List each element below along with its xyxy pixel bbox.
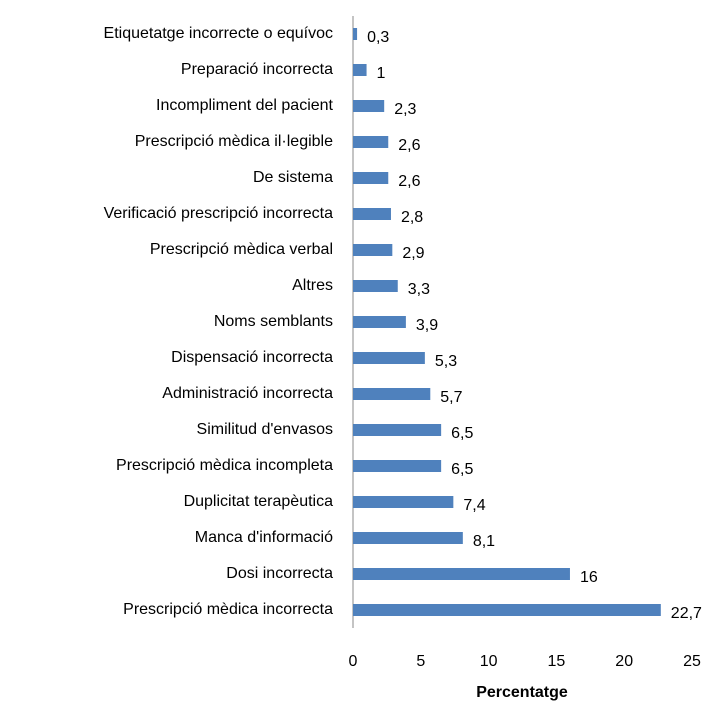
data-label: 3,9	[416, 317, 438, 334]
bar	[353, 496, 454, 508]
bar	[353, 532, 463, 544]
bar	[353, 316, 406, 328]
y-tick-label: Prescripció mèdica il·legible	[135, 133, 333, 150]
x-tick-label: 5	[416, 653, 425, 670]
y-tick-label: Etiquetatge incorrecte o equívoc	[104, 25, 333, 42]
y-tick-label: Noms semblants	[214, 313, 333, 330]
y-tick-label: Preparació incorrecta	[181, 61, 333, 78]
data-label: 16	[580, 569, 598, 586]
bar	[353, 64, 367, 76]
y-tick-label: Dispensació incorrecta	[171, 349, 333, 366]
y-tick-label: Administració incorrecta	[162, 385, 333, 402]
y-tick-label: Verificació prescripció incorrecta	[104, 205, 334, 222]
x-axis-label: Percentatge	[476, 684, 568, 701]
data-label: 6,5	[451, 461, 473, 478]
bar	[353, 604, 661, 616]
bar	[353, 424, 442, 436]
x-tick-label: 15	[548, 653, 566, 670]
data-label: 5,7	[440, 389, 462, 406]
x-tick-label: 20	[615, 653, 633, 670]
data-label: 22,7	[671, 605, 702, 622]
data-label: 2,8	[401, 209, 423, 226]
y-tick-label: Similitud d'envasos	[197, 421, 333, 438]
data-label: 6,5	[451, 425, 473, 442]
bar	[353, 244, 393, 256]
data-label: 1	[377, 65, 386, 82]
y-tick-label: De sistema	[253, 169, 333, 186]
bar	[353, 208, 391, 220]
y-tick-label: Manca d'informació	[195, 529, 333, 546]
bar	[353, 28, 358, 40]
bar	[353, 172, 389, 184]
x-tick-label: 10	[480, 653, 498, 670]
data-label: 8,1	[473, 533, 495, 550]
y-tick-label: Duplicitat terapèutica	[184, 493, 334, 510]
bar	[353, 280, 398, 292]
bar	[353, 388, 431, 400]
y-tick-label: Incompliment del pacient	[156, 97, 334, 114]
bar	[353, 100, 385, 112]
y-tick-label: Prescripció mèdica incorrecta	[123, 601, 333, 618]
bar	[353, 460, 442, 472]
data-label: 2,3	[394, 101, 416, 118]
y-tick-label: Prescripció mèdica verbal	[150, 241, 333, 258]
y-tick-label: Dosi incorrecta	[226, 565, 333, 582]
x-tick-label: 0	[349, 653, 358, 670]
y-tick-label: Altres	[292, 277, 333, 294]
data-label: 0,3	[367, 29, 389, 46]
x-tick-label: 25	[683, 653, 701, 670]
y-tick-label: Prescripció mèdica incompleta	[116, 457, 333, 474]
data-label: 7,4	[463, 497, 485, 514]
data-label: 2,6	[398, 137, 420, 154]
bar	[353, 568, 570, 580]
bar	[353, 136, 389, 148]
data-label: 3,3	[408, 281, 430, 298]
data-label: 2,9	[402, 245, 424, 262]
data-label: 5,3	[435, 353, 457, 370]
data-label: 2,6	[398, 173, 420, 190]
bar	[353, 352, 425, 364]
